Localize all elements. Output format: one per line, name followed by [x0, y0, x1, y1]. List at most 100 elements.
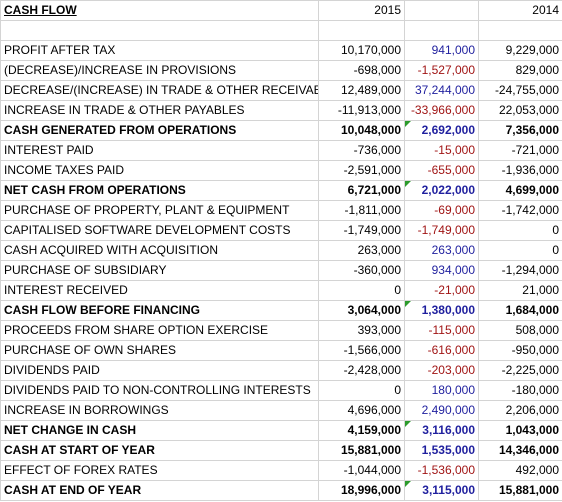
value-difference[interactable]: -33,966,000: [404, 100, 479, 121]
value-2015[interactable]: 0: [318, 380, 405, 401]
row-label[interactable]: CASH FLOW BEFORE FINANCING: [0, 300, 319, 321]
value-difference[interactable]: -616,000: [404, 340, 479, 361]
value-2015[interactable]: -2,428,000: [318, 360, 405, 381]
row-label[interactable]: CASH GENERATED FROM OPERATIONS: [0, 120, 319, 141]
row-label[interactable]: EFFECT OF FOREX RATES: [0, 460, 319, 481]
value-2014[interactable]: 492,000: [478, 460, 562, 481]
row-label[interactable]: PROFIT AFTER TAX: [0, 40, 319, 61]
row-label[interactable]: INCOME TAXES PAID: [0, 160, 319, 181]
column-header-2015[interactable]: 2015: [318, 0, 405, 21]
value-2014[interactable]: -2,225,000: [478, 360, 562, 381]
value-2015[interactable]: 4,159,000: [318, 420, 405, 441]
value-difference[interactable]: -203,000: [404, 360, 479, 381]
value-2014[interactable]: -721,000: [478, 140, 562, 161]
row-label[interactable]: CAPITALISED SOFTWARE DEVELOPMENT COSTS: [0, 220, 319, 241]
empty-cell[interactable]: [0, 20, 319, 41]
value-2015[interactable]: -698,000: [318, 60, 405, 81]
value-2014[interactable]: 1,684,000: [478, 300, 562, 321]
value-2014[interactable]: -180,000: [478, 380, 562, 401]
value-2015[interactable]: -1,044,000: [318, 460, 405, 481]
value-difference[interactable]: 2,692,000: [404, 120, 479, 141]
value-difference[interactable]: 37,244,000: [404, 80, 479, 101]
value-2014[interactable]: 22,053,000: [478, 100, 562, 121]
value-2015[interactable]: -11,913,000: [318, 100, 405, 121]
row-label[interactable]: CASH ACQUIRED WITH ACQUISITION: [0, 240, 319, 261]
value-2014[interactable]: 21,000: [478, 280, 562, 301]
value-2014[interactable]: -950,000: [478, 340, 562, 361]
value-difference[interactable]: 1,380,000: [404, 300, 479, 321]
row-label[interactable]: PURCHASE OF PROPERTY, PLANT & EQUIPMENT: [0, 200, 319, 221]
value-difference[interactable]: -115,000: [404, 320, 479, 341]
value-difference[interactable]: -655,000: [404, 160, 479, 181]
row-label[interactable]: DIVIDENDS PAID: [0, 360, 319, 381]
value-2014[interactable]: 1,043,000: [478, 420, 562, 441]
row-label[interactable]: DECREASE/(INCREASE) IN TRADE & OTHER REC…: [0, 80, 319, 101]
value-2014[interactable]: -1,936,000: [478, 160, 562, 181]
value-difference[interactable]: -1,536,000: [404, 460, 479, 481]
value-2015[interactable]: -1,566,000: [318, 340, 405, 361]
value-difference[interactable]: 2,490,000: [404, 400, 479, 421]
value-difference[interactable]: 941,000: [404, 40, 479, 61]
empty-cell[interactable]: [404, 20, 479, 41]
row-label[interactable]: INTEREST RECEIVED: [0, 280, 319, 301]
row-label[interactable]: CASH AT END OF YEAR: [0, 480, 319, 501]
value-2014[interactable]: 7,356,000: [478, 120, 562, 141]
value-2014[interactable]: 4,699,000: [478, 180, 562, 201]
value-difference[interactable]: -69,000: [404, 200, 479, 221]
value-2014[interactable]: 2,206,000: [478, 400, 562, 421]
row-label[interactable]: INCREASE IN BORROWINGS: [0, 400, 319, 421]
value-2015[interactable]: -360,000: [318, 260, 405, 281]
value-difference[interactable]: -21,000: [404, 280, 479, 301]
row-label[interactable]: INCREASE IN TRADE & OTHER PAYABLES: [0, 100, 319, 121]
value-difference[interactable]: 1,535,000: [404, 440, 479, 461]
value-difference[interactable]: -1,527,000: [404, 60, 479, 81]
value-2014[interactable]: 829,000: [478, 60, 562, 81]
value-2015[interactable]: 10,170,000: [318, 40, 405, 61]
row-label[interactable]: DIVIDENDS PAID TO NON-CONTROLLING INTERE…: [0, 380, 319, 401]
value-2015[interactable]: 10,048,000: [318, 120, 405, 141]
row-label[interactable]: PROCEEDS FROM SHARE OPTION EXERCISE: [0, 320, 319, 341]
value-2015[interactable]: 4,696,000: [318, 400, 405, 421]
row-label[interactable]: PURCHASE OF OWN SHARES: [0, 340, 319, 361]
sheet-title[interactable]: CASH FLOW: [0, 0, 319, 21]
row-label[interactable]: CASH AT START OF YEAR: [0, 440, 319, 461]
value-2014[interactable]: 9,229,000: [478, 40, 562, 61]
value-difference[interactable]: 3,115,000: [404, 480, 479, 501]
row-label[interactable]: INTEREST PAID: [0, 140, 319, 161]
value-2015[interactable]: -736,000: [318, 140, 405, 161]
value-2015[interactable]: 0: [318, 280, 405, 301]
value-difference[interactable]: 934,000: [404, 260, 479, 281]
value-2014[interactable]: 15,881,000: [478, 480, 562, 501]
value-2014[interactable]: -1,294,000: [478, 260, 562, 281]
value-2015[interactable]: -2,591,000: [318, 160, 405, 181]
column-header-2014[interactable]: 2014: [478, 0, 562, 21]
value-2015[interactable]: 263,000: [318, 240, 405, 261]
value-2015[interactable]: -1,749,000: [318, 220, 405, 241]
value-2014[interactable]: 14,346,000: [478, 440, 562, 461]
row-label[interactable]: NET CHANGE IN CASH: [0, 420, 319, 441]
row-label[interactable]: (DECREASE)/INCREASE IN PROVISIONS: [0, 60, 319, 81]
value-2014[interactable]: 0: [478, 240, 562, 261]
value-2014[interactable]: -1,742,000: [478, 200, 562, 221]
empty-cell[interactable]: [318, 20, 405, 41]
value-difference[interactable]: -1,749,000: [404, 220, 479, 241]
empty-cell[interactable]: [478, 20, 562, 41]
value-difference[interactable]: 2,022,000: [404, 180, 479, 201]
value-2015[interactable]: 12,489,000: [318, 80, 405, 101]
value-2014[interactable]: 0: [478, 220, 562, 241]
value-2015[interactable]: -1,811,000: [318, 200, 405, 221]
value-2015[interactable]: 15,881,000: [318, 440, 405, 461]
value-difference[interactable]: -15,000: [404, 140, 479, 161]
column-header-difference[interactable]: [404, 0, 479, 21]
value-difference[interactable]: 180,000: [404, 380, 479, 401]
value-2015[interactable]: 3,064,000: [318, 300, 405, 321]
value-2015[interactable]: 18,996,000: [318, 480, 405, 501]
value-2015[interactable]: 6,721,000: [318, 180, 405, 201]
value-difference[interactable]: 263,000: [404, 240, 479, 261]
row-label[interactable]: PURCHASE OF SUBSIDIARY: [0, 260, 319, 281]
value-2014[interactable]: 508,000: [478, 320, 562, 341]
value-2014[interactable]: -24,755,000: [478, 80, 562, 101]
value-2015[interactable]: 393,000: [318, 320, 405, 341]
value-difference[interactable]: 3,116,000: [404, 420, 479, 441]
row-label[interactable]: NET CASH FROM OPERATIONS: [0, 180, 319, 201]
